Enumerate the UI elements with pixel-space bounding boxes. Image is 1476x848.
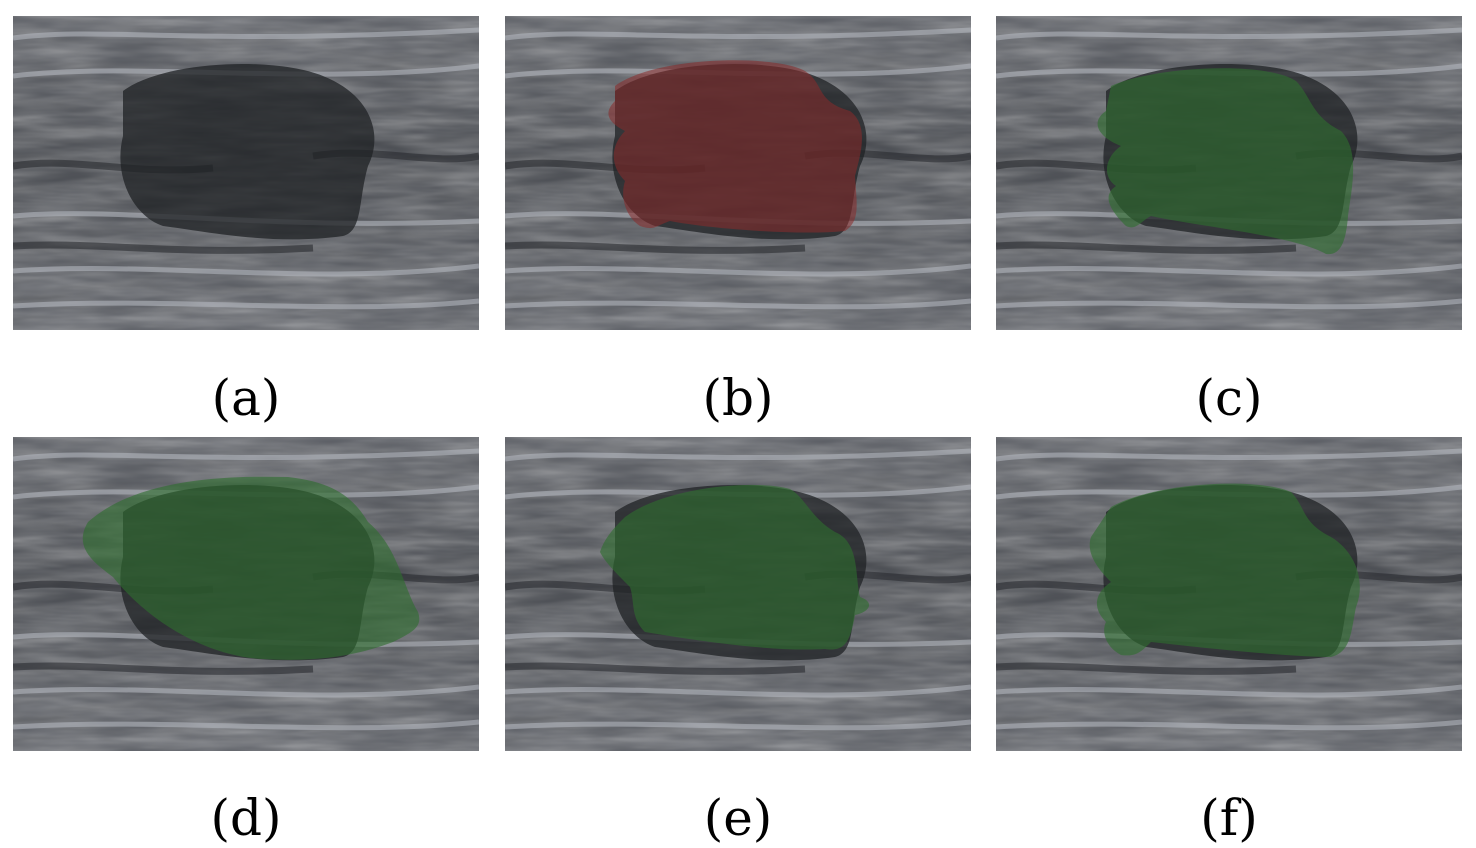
ultrasound-panel-e [505, 437, 971, 751]
ultrasound-panel-f [996, 437, 1462, 751]
caption-a: (a) [211, 369, 281, 427]
ground-truth-mask [608, 60, 862, 233]
ultrasound-panel-c [996, 16, 1462, 330]
segmentation-mask-d [82, 476, 420, 660]
caption-d: (d) [210, 789, 282, 847]
segmentation-mask-f [1089, 483, 1360, 657]
ultrasound-panel-a [13, 16, 479, 330]
caption-b: (b) [702, 369, 774, 427]
caption-e: (e) [703, 789, 773, 847]
caption-c: (c) [1195, 369, 1263, 427]
caption-f: (f) [1200, 789, 1258, 847]
segmentation-mask-c [1097, 68, 1354, 255]
segmentation-mask-e [600, 484, 870, 650]
ultrasound-panel-b [505, 16, 971, 330]
ultrasound-panel-d [13, 437, 479, 751]
